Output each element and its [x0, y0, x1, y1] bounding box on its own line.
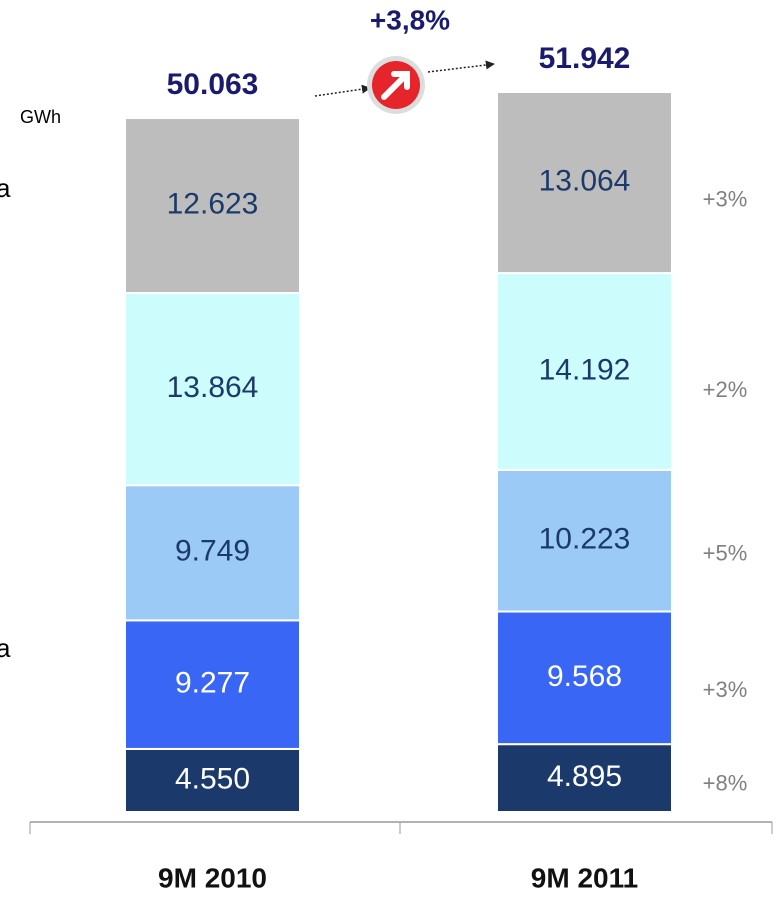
value-label: 4.895	[547, 760, 622, 793]
legend-label: a	[0, 633, 11, 663]
value-label: 12.623	[167, 187, 259, 220]
change-label: +3%	[703, 186, 748, 211]
value-label: 9.749	[175, 535, 250, 568]
change-label: +5%	[703, 541, 748, 566]
connector-arrow	[314, 84, 371, 97]
change-label: +2%	[703, 377, 748, 402]
value-label: 14.192	[539, 353, 631, 386]
value-label: 13.864	[167, 371, 259, 404]
bar-segment	[496, 743, 673, 814]
value-label: 10.223	[539, 523, 631, 556]
growth-icon	[367, 56, 425, 114]
value-label: 9.277	[175, 667, 250, 700]
bar-segment	[124, 484, 301, 622]
bar-segment	[496, 272, 673, 471]
change-label: +3%	[703, 677, 748, 702]
value-label: 13.064	[539, 164, 631, 197]
legend-label: a	[0, 173, 11, 203]
total-change-label: +3,8%	[370, 4, 450, 35]
change-label: +8%	[703, 771, 748, 796]
connector-arrow	[427, 60, 495, 73]
bar-segment	[496, 91, 673, 275]
total-label: 50.063	[167, 68, 259, 101]
total-label: 51.942	[539, 42, 631, 75]
x-tick-label: 9M 2011	[531, 862, 638, 893]
bar-segment	[496, 468, 673, 613]
value-label: 4.550	[175, 762, 250, 795]
value-label: 9.568	[547, 660, 622, 693]
bar-segment	[496, 610, 673, 746]
bar-segment	[124, 619, 301, 750]
bar-segment	[124, 292, 301, 487]
x-tick-label: 9M 2010	[158, 862, 267, 893]
bar-segment	[124, 117, 301, 295]
unit-label: GWh	[20, 107, 61, 127]
